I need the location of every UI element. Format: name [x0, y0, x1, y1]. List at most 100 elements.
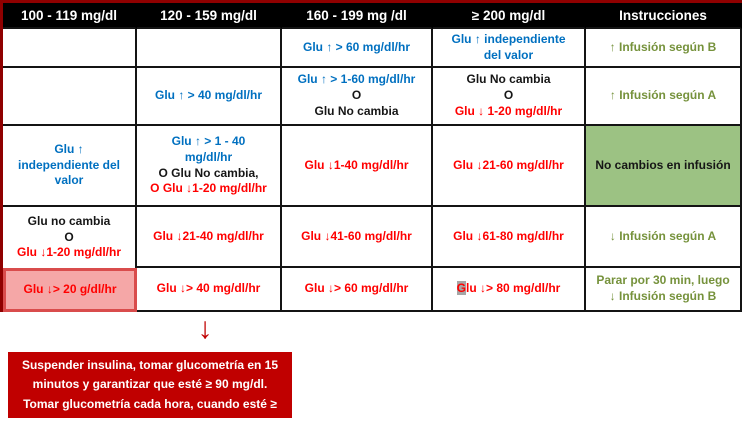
cell-text-line: del valor	[484, 48, 533, 64]
text-run: No cambios en infusión	[595, 157, 731, 172]
cell-text-line: Glu ↓61-80 mg/dl/hr	[453, 229, 564, 245]
table-cell-r1-c2: Glu ↑ > 1-60 mg/dl/hr O Glu No cambia	[282, 68, 433, 126]
text-run: del valor	[483, 47, 534, 62]
text-run: ↑ Infusión según B	[609, 39, 717, 54]
table-cell-r2-c0: Glu ↑ independiente del valor	[3, 126, 137, 207]
text-run: Glu ↓21-60 mg/dl/hr	[453, 157, 564, 172]
cell-text-line: Glu ↓> 20 g/dl/hr	[23, 282, 116, 298]
text-run: Glu ↓21-40 mg/dl/hr	[153, 228, 264, 243]
cell-text-line: ↓ Infusión según B	[610, 289, 717, 305]
cell-text-line: Glu ↓> 80 mg/dl/hr	[456, 281, 561, 297]
cell-text-line: Parar por 30 min, luego	[596, 273, 729, 289]
column-header-0: 100 - 119 mg/dl	[3, 3, 137, 29]
cell-text-line: Glu ↓ 1-20 mg/dl/hr	[455, 104, 562, 120]
table-cell-r3-c4: ↓ Infusión según A	[586, 207, 742, 268]
cell-text-line: No cambios en infusión	[595, 158, 730, 174]
table-cell-r3-c3: Glu ↓61-80 mg/dl/hr	[433, 207, 586, 268]
table-cell-r2-c3: Glu ↓21-60 mg/dl/hr	[433, 126, 586, 207]
table-cell-r4-c4: Parar por 30 min, luego ↓ Infusión según …	[586, 268, 742, 312]
table-cell-r1-c0	[3, 68, 137, 126]
column-header-2: 160 - 199 mg /dl	[282, 3, 433, 29]
glucose-adjustment-table: 100 - 119 mg/dl 120 - 159 mg/dl 160 - 199 …	[0, 0, 742, 312]
text-run: O	[503, 88, 514, 103]
text-run: G	[456, 281, 466, 296]
cell-text-line: mg/dl/hr	[185, 150, 232, 166]
table-cell-r0-c0	[3, 29, 137, 68]
cell-text-line: Glu ↓21-60 mg/dl/hr	[453, 158, 564, 174]
text-run: Glu ↓1-40 mg/dl/hr	[304, 157, 409, 172]
text-run: Glu ↓41-60 mg/dl/hr	[301, 228, 412, 243]
text-run: mg/dl/hr	[184, 149, 233, 164]
cell-text-line: O	[352, 88, 361, 104]
cell-text-line: Glu ↓> 60 mg/dl/hr	[305, 281, 409, 297]
text-run: Glu ↓1-20 mg/dl/hr	[16, 245, 121, 260]
alert-text-line: Suspender insulina, tomar glucometría en…	[21, 357, 279, 372]
cell-text-line: Glu ↓> 40 mg/dl/hr	[157, 281, 261, 297]
alert-text-line: Tomar glucometría cada hora, cuando esté…	[23, 396, 277, 411]
text-run: Glu ↓ 1-20 mg/dl/hr	[454, 103, 563, 118]
table-cell-r3-c0: Glu no cambia O Glu ↓1-20 mg/dl/hr	[3, 207, 137, 268]
text-run: Glu No cambia	[314, 103, 399, 118]
down-arrow-icon: ↓	[197, 312, 213, 345]
table-cell-r2-c4: No cambios en infusión	[586, 126, 742, 207]
cell-text-line: Glu ↑ > 40 mg/dl/hr	[155, 88, 262, 104]
table-cell-r0-c1	[137, 29, 282, 68]
text-run: Glu no cambia	[27, 213, 111, 228]
cell-text-line: Glu ↓41-60 mg/dl/hr	[301, 229, 412, 245]
text-run: ↓ Infusión según A	[609, 228, 717, 243]
suspend-insulin-alert-box: Suspender insulina, tomar glucometría en…	[8, 352, 292, 418]
table-cell-r4-c2: Glu ↓> 60 mg/dl/hr	[282, 268, 433, 312]
text-run: Glu ↓> 40 mg/dl/hr	[156, 281, 261, 296]
text-run: Glu ↑ > 1 - 40	[171, 133, 246, 148]
column-header-1: 120 - 159 mg/dl	[137, 3, 282, 29]
cell-text-line: Glu ↓1-40 mg/dl/hr	[304, 158, 408, 174]
cell-text-line: ↓ Infusión según A	[610, 229, 716, 245]
cell-text-line: O	[504, 88, 513, 104]
table-cell-r4-c1: Glu ↓> 40 mg/dl/hr	[137, 268, 282, 312]
table-cell-r2-c1: Glu ↑ > 1 - 40 mg/dl/hr O Glu No cambia, O …	[137, 126, 282, 207]
text-run: ↑ Infusión según A	[609, 88, 717, 103]
cell-text-line: Glu ↑ > 1 - 40	[172, 134, 246, 150]
column-header-3: ≥ 200 mg/dl	[433, 3, 586, 29]
cell-text-line: Glu ↓21-40 mg/dl/hr	[153, 229, 264, 245]
text-run: Glu ↑	[54, 141, 84, 156]
text-run: Glu ↑ > 60 mg/dl/hr	[302, 39, 411, 54]
cell-text-line: ↑ Infusión según B	[610, 40, 717, 56]
text-run: Glu ↓> 20 g/dl/hr	[23, 282, 117, 297]
table-cell-r4-c0: Glu ↓> 20 g/dl/hr	[3, 268, 137, 312]
text-run: O	[64, 229, 74, 244]
cell-text-line: Glu ↓1-20 mg/dl/hr	[17, 245, 121, 261]
cell-text-line: independiente del	[18, 158, 120, 174]
text-run: O	[351, 88, 362, 103]
cell-text-line: O Glu No cambia,	[158, 166, 258, 182]
text-run: O Glu No cambia,	[158, 165, 259, 180]
cell-text-line: Glu No cambia	[314, 104, 398, 120]
text-run: valor	[54, 173, 84, 188]
cell-text-line: Glu ↑ > 60 mg/dl/hr	[303, 40, 410, 56]
cell-text-line: Glu ↑ > 1-60 mg/dl/hr	[298, 72, 416, 88]
text-run: O Glu ↓1-20 mg/dl/hr	[150, 181, 267, 196]
text-run: Glu ↑ independiente	[451, 31, 566, 46]
text-run: ↓ Infusión según B	[609, 289, 717, 303]
text-run: Glu ↓> 60 mg/dl/hr	[304, 281, 409, 296]
cell-text-line: Glu ↑	[54, 142, 83, 158]
cell-text-line: Glu No cambia	[466, 72, 550, 88]
cell-text-line: ↑ Infusión según A	[610, 88, 716, 104]
table-cell-r3-c2: Glu ↓41-60 mg/dl/hr	[282, 207, 433, 268]
cell-text-line: Glu ↑ independiente	[451, 32, 565, 48]
text-run: independiente del	[17, 157, 120, 172]
table-cell-r0-c4: ↑ Infusión según B	[586, 29, 742, 68]
cell-text-line: O Glu ↓1-20 mg/dl/hr	[150, 181, 267, 197]
table-cell-r0-c3: Glu ↑ independiente del valor	[433, 29, 586, 68]
text-run: Glu ↑ > 1-60 mg/dl/hr	[297, 72, 416, 87]
cell-text-line: O	[64, 230, 73, 246]
table-cell-r1-c1: Glu ↑ > 40 mg/dl/hr	[137, 68, 282, 126]
text-run: Glu ↑ > 40 mg/dl/hr	[154, 88, 263, 103]
text-run: Glu No cambia	[466, 72, 551, 87]
table-cell-r1-c4: ↑ Infusión según A	[586, 68, 742, 126]
cell-text-line: valor	[55, 173, 84, 189]
text-run: lu ↓> 80 mg/dl/hr	[465, 281, 561, 296]
table-cell-r0-c2: Glu ↑ > 60 mg/dl/hr	[282, 29, 433, 68]
table-cell-r1-c3: Glu No cambia O Glu ↓ 1-20 mg/dl/hr	[433, 68, 586, 126]
table-cell-r3-c1: Glu ↓21-40 mg/dl/hr	[137, 207, 282, 268]
